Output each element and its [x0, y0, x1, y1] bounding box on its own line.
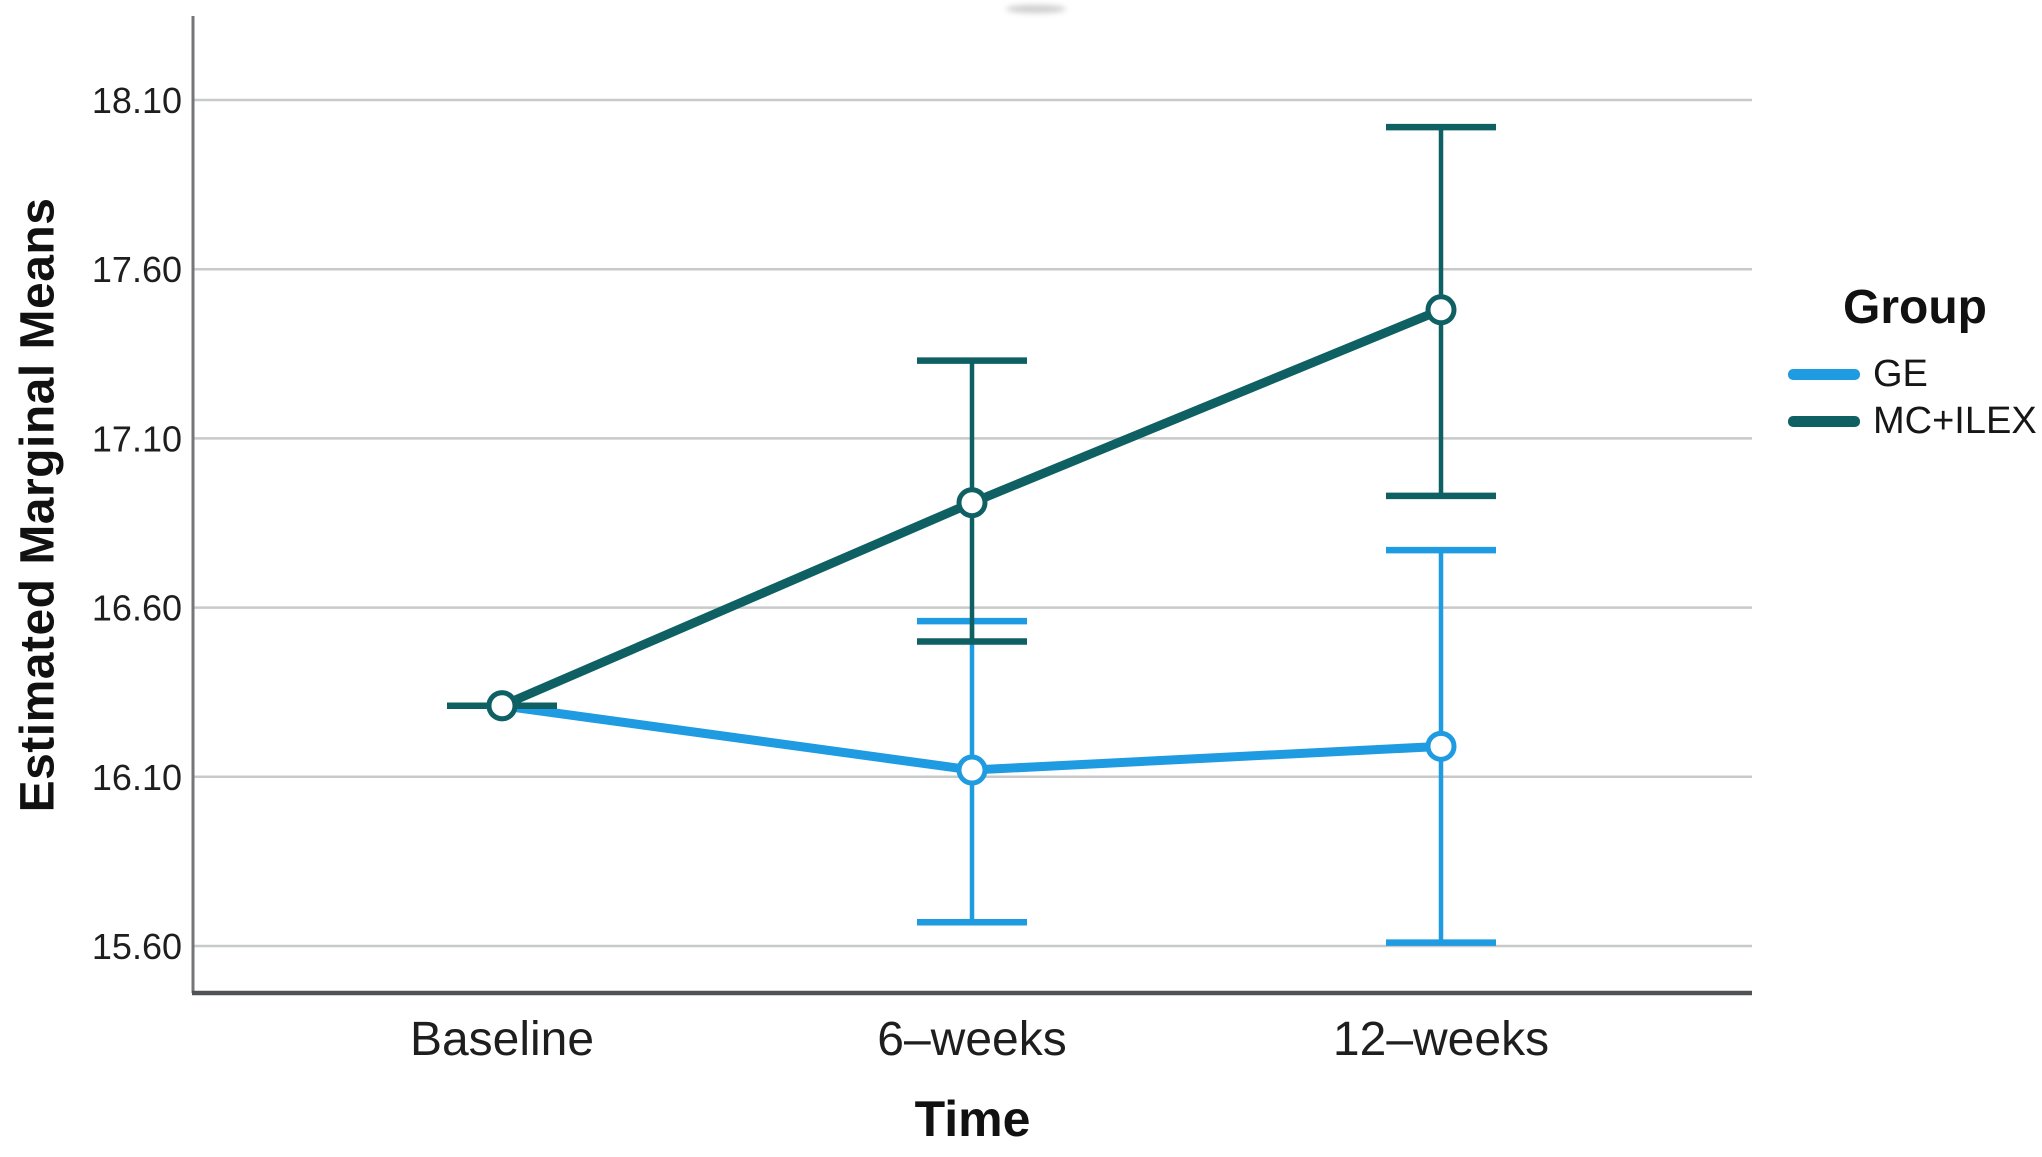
legend-swatch-mc-ilex	[1788, 415, 1860, 427]
y-tick-label: 16.10	[92, 757, 182, 798]
legend-item-ge: GE	[1788, 355, 2042, 393]
x-axis-title: Time	[914, 1091, 1031, 1147]
legend-swatch-ge	[1788, 368, 1860, 380]
legend-label-ge: GE	[1873, 353, 1928, 395]
y-tick-label: 17.60	[92, 249, 182, 290]
data-point-marker-mc-ilex	[486, 690, 518, 722]
y-tick-label: 17.10	[92, 418, 182, 459]
data-point-marker-mc-ilex	[1425, 294, 1457, 326]
x-tick-label: 6–weeks	[877, 1013, 1066, 1066]
data-point-marker-ge	[956, 754, 988, 786]
legend-items: GE MC+ILEX	[1788, 355, 2042, 440]
top-edge-artifact	[1006, 5, 1066, 13]
data-point-marker-mc-ilex	[956, 487, 988, 519]
legend: Group GE MC+ILEX	[1788, 280, 2042, 449]
data-point-marker-ge	[1425, 730, 1457, 762]
legend-label-mc-ilex: MC+ILEX	[1873, 400, 2037, 442]
legend-title: Group	[1843, 281, 1987, 334]
y-tick-label: 15.60	[92, 926, 182, 967]
y-tick-label: 16.60	[92, 588, 182, 629]
x-tick-label: Baseline	[410, 1013, 594, 1066]
y-tick-label: 18.10	[92, 80, 182, 121]
legend-item-mc-ilex: MC+ILEX	[1788, 402, 2042, 440]
y-axis-title: Estimated Marginal Means	[11, 197, 65, 813]
x-tick-label: 12–weeks	[1333, 1013, 1549, 1066]
